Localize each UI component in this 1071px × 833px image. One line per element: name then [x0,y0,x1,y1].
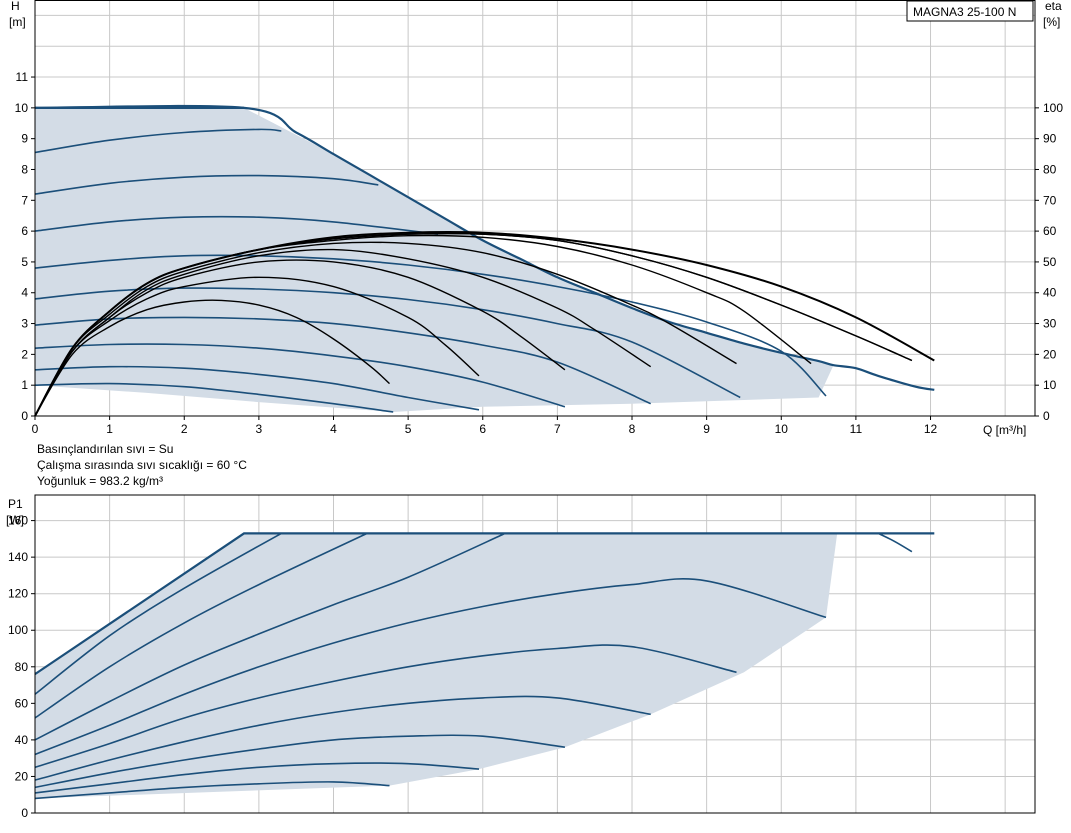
head-curve [34,104,935,391]
eta-tick-label: 60 [1043,224,1057,238]
power-curve [34,532,282,695]
y-tick-label: 11 [16,70,29,84]
y-tick-label: 7 [21,193,28,207]
head-curve [34,128,282,154]
power-chart-frame [34,494,1036,814]
eta-tick-label: 90 [1043,132,1057,146]
head-chart-frame [34,0,1036,417]
head-chart-ticks: 0 1 2 3 4 5 6 7 8 9 10 11 12012345678910110102030405… [15,70,1064,436]
x-tick-label: 12 [924,422,938,436]
power-curve [34,762,480,794]
head-curve [34,382,394,413]
eta-axis-unit: [%] [1043,15,1060,29]
power-tick-label: 60 [15,696,29,710]
power-tick-label: 160 [8,514,28,528]
efficiency-curve [34,230,935,417]
x-tick-label: 2 [181,422,188,436]
y-tick-label: 4 [21,286,28,300]
power-curve [34,532,506,741]
x-tick-label: 4 [330,422,337,436]
y-tick-label: 0 [21,409,28,423]
power-curve [34,532,368,719]
power-curve [34,781,390,800]
eta-tick-label: 50 [1043,255,1057,269]
y-tick-label: 6 [21,224,28,238]
x-tick-label: 9 [703,422,710,436]
head-curve [34,343,566,408]
power-tick-label: 140 [8,550,28,564]
head-curve [34,316,652,405]
eta-tick-label: 100 [1043,101,1063,115]
power-curve [877,532,913,553]
x-tick-label: 5 [405,422,412,436]
power-tick-label: 20 [15,769,29,783]
y-tick-label: 8 [21,162,28,176]
power-chart-ticks: 0 20 40 60 80 100 120 140 160 [8,514,35,820]
y-tick-label: 1 [21,378,28,392]
y-tick-label: 10 [15,101,29,115]
eta-tick-label: 80 [1043,162,1057,176]
power-curve [34,734,566,789]
eta-tick-label: 70 [1043,193,1057,207]
model-label: MAGNA3 25-100 N [913,5,1016,19]
head-curve [34,254,827,397]
head-envelope [35,107,834,413]
eta-tick-label: 20 [1043,347,1057,361]
power-tick-label: 100 [8,623,28,637]
fluid-info-line: Basınçlandırılan sıvı = Su [37,442,174,456]
power-axis-label: P1 [8,497,23,511]
y-tick-label: 5 [21,255,28,269]
efficiency-curve [34,299,390,417]
x-tick-label: 0 [32,422,39,436]
eta-tick-label: 0 [1043,409,1050,423]
eta-tick-label: 10 [1043,378,1057,392]
head-curve [34,215,439,235]
head-curve [34,174,379,195]
x-tick-label: 11 [850,422,863,436]
y-tick-label: 2 [21,347,28,361]
power-axis-unit: [W] [6,513,24,527]
temperature-info-line: Çalışma sırasında sıvı sıcaklığı = 60 °C [37,458,247,472]
eta-tick-label: 40 [1043,286,1057,300]
power-tick-label: 120 [8,587,28,601]
power-curves [34,532,935,800]
eta-axis-label: eta [1045,0,1062,13]
y-tick-label: 3 [21,317,28,331]
density-info-line: Yoğunluk = 983.2 kg/m³ [37,474,163,488]
efficiency-curve [34,248,652,417]
power-tick-label: 0 [21,806,28,820]
head-plot-frame [34,0,1036,417]
head-curves [34,104,935,413]
power-plot-frame [34,494,1036,814]
x-tick-label: 7 [554,422,561,436]
x-tick-label: 1 [106,422,113,436]
power-operating-area [35,533,838,799]
x-tick-label: 8 [629,422,636,436]
head-curve [34,365,480,411]
eta-tick-label: 30 [1043,317,1057,331]
head-axis-label: H [11,0,20,13]
power-curve [34,695,651,781]
power-curve [34,532,935,676]
power-tick-label: 80 [15,660,29,674]
power-tick-label: 40 [15,733,29,747]
head-operating-area [35,107,834,413]
y-tick-label: 9 [21,132,28,146]
x-tick-label: 6 [479,422,486,436]
efficiency-curve [34,241,737,417]
power-envelope [35,533,838,799]
head-axis-unit: [m] [9,15,26,29]
power-curve [34,644,737,769]
head-curve [34,287,741,399]
model-label-box [906,0,1034,22]
efficiency-curves [34,230,935,417]
flow-axis-label: Q [m³/h] [983,423,1026,437]
x-tick-label: 10 [775,422,789,436]
power-curve [34,578,827,756]
x-tick-label: 3 [256,422,263,436]
